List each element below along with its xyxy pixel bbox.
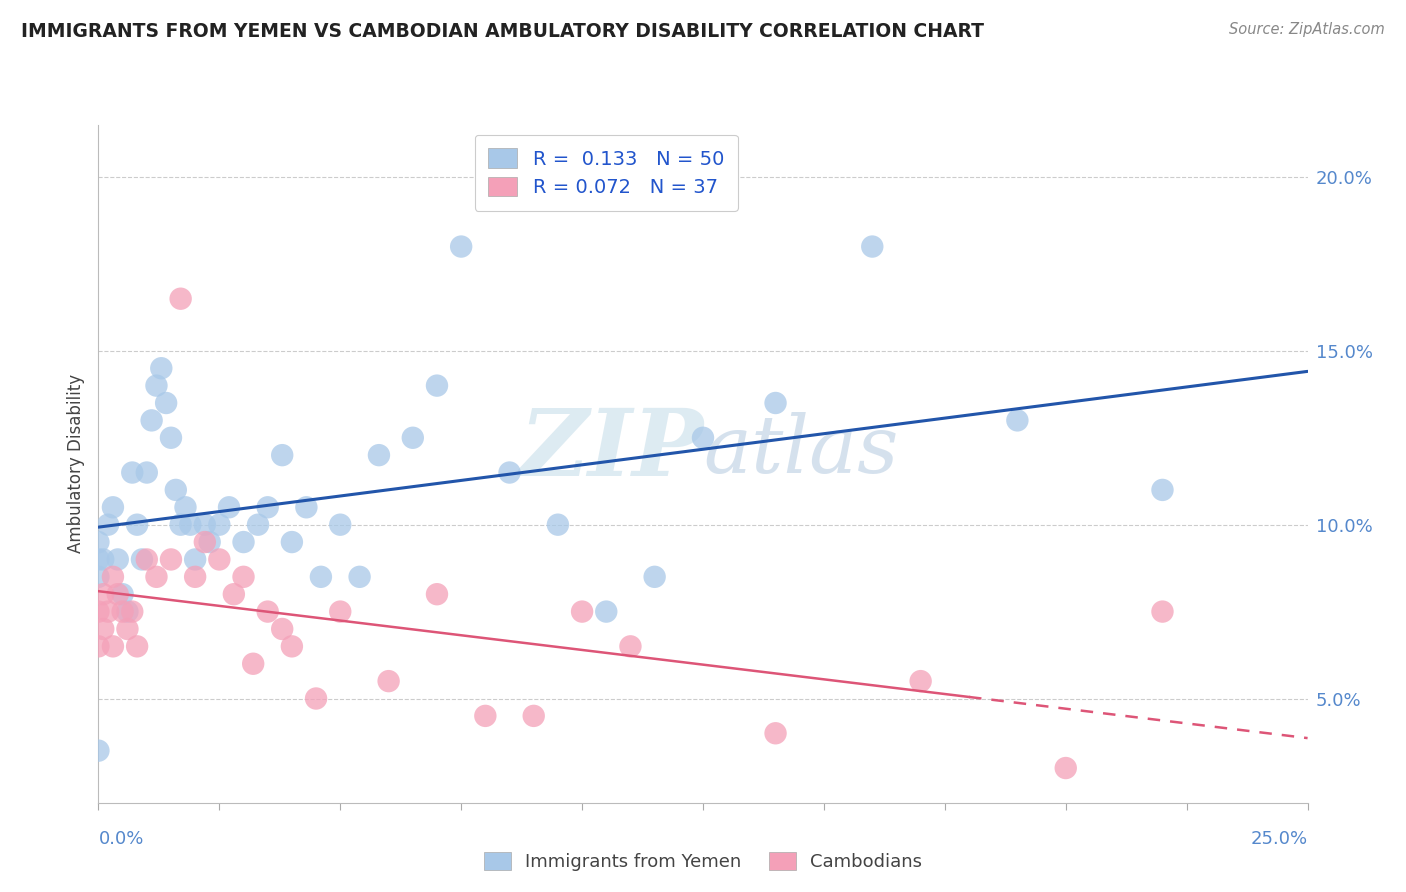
Text: atlas: atlas — [703, 411, 898, 489]
Point — [141, 413, 163, 427]
Point — [305, 691, 328, 706]
Point — [107, 552, 129, 566]
Point — [765, 726, 787, 740]
Point — [309, 570, 332, 584]
Point — [194, 535, 217, 549]
Point — [349, 570, 371, 584]
Point — [107, 587, 129, 601]
Point — [377, 674, 399, 689]
Point — [450, 239, 472, 253]
Text: 25.0%: 25.0% — [1250, 830, 1308, 848]
Point — [198, 535, 221, 549]
Legend: Immigrants from Yemen, Cambodians: Immigrants from Yemen, Cambodians — [477, 845, 929, 879]
Point — [271, 622, 294, 636]
Point — [174, 500, 197, 515]
Point — [256, 500, 278, 515]
Point — [232, 570, 254, 584]
Point — [135, 466, 157, 480]
Point — [97, 517, 120, 532]
Point — [547, 517, 569, 532]
Point — [145, 570, 167, 584]
Point — [498, 466, 520, 480]
Point — [271, 448, 294, 462]
Point — [101, 570, 124, 584]
Point — [127, 517, 149, 532]
Point — [474, 709, 496, 723]
Legend: R =  0.133   N = 50, R = 0.072   N = 37: R = 0.133 N = 50, R = 0.072 N = 37 — [475, 135, 738, 211]
Point — [169, 517, 191, 532]
Point — [127, 640, 149, 654]
Point — [87, 744, 110, 758]
Point — [619, 640, 641, 654]
Point — [97, 605, 120, 619]
Point — [242, 657, 264, 671]
Point — [111, 587, 134, 601]
Point — [232, 535, 254, 549]
Point — [145, 378, 167, 392]
Point — [160, 431, 183, 445]
Point — [155, 396, 177, 410]
Point — [87, 605, 110, 619]
Point — [910, 674, 932, 689]
Point — [101, 500, 124, 515]
Point — [87, 535, 110, 549]
Point — [1007, 413, 1029, 427]
Point — [184, 552, 207, 566]
Point — [1152, 605, 1174, 619]
Point — [281, 535, 304, 549]
Point — [329, 517, 352, 532]
Y-axis label: Ambulatory Disability: Ambulatory Disability — [67, 375, 86, 553]
Point — [121, 605, 143, 619]
Point — [281, 640, 304, 654]
Point — [117, 622, 139, 636]
Point — [402, 431, 425, 445]
Point — [160, 552, 183, 566]
Point — [135, 552, 157, 566]
Point — [111, 605, 134, 619]
Point — [208, 552, 231, 566]
Point — [426, 378, 449, 392]
Point — [101, 640, 124, 654]
Point — [860, 239, 883, 253]
Point — [368, 448, 391, 462]
Text: Source: ZipAtlas.com: Source: ZipAtlas.com — [1229, 22, 1385, 37]
Point — [87, 570, 110, 584]
Point — [91, 622, 114, 636]
Point — [256, 605, 278, 619]
Text: ZIP: ZIP — [519, 405, 703, 495]
Point — [426, 587, 449, 601]
Point — [121, 466, 143, 480]
Point — [571, 605, 593, 619]
Point — [194, 517, 217, 532]
Point — [1152, 483, 1174, 497]
Point — [295, 500, 318, 515]
Point — [247, 517, 270, 532]
Point — [131, 552, 153, 566]
Point — [91, 552, 114, 566]
Point — [765, 396, 787, 410]
Point — [222, 587, 245, 601]
Point — [692, 431, 714, 445]
Text: IMMIGRANTS FROM YEMEN VS CAMBODIAN AMBULATORY DISABILITY CORRELATION CHART: IMMIGRANTS FROM YEMEN VS CAMBODIAN AMBUL… — [21, 22, 984, 41]
Point — [1054, 761, 1077, 775]
Point — [165, 483, 187, 497]
Point — [218, 500, 240, 515]
Point — [644, 570, 666, 584]
Point — [87, 640, 110, 654]
Point — [329, 605, 352, 619]
Point — [208, 517, 231, 532]
Point — [91, 587, 114, 601]
Point — [117, 605, 139, 619]
Point — [523, 709, 546, 723]
Text: 0.0%: 0.0% — [98, 830, 143, 848]
Point — [179, 517, 201, 532]
Point — [184, 570, 207, 584]
Point — [87, 552, 110, 566]
Point — [169, 292, 191, 306]
Point — [150, 361, 173, 376]
Point — [595, 605, 617, 619]
